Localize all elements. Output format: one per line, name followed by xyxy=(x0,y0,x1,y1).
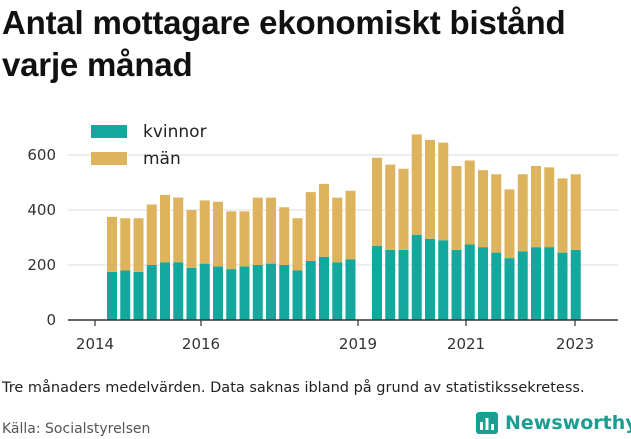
bar-kvinnor xyxy=(305,260,316,320)
bar-man xyxy=(133,218,144,272)
bar-man xyxy=(186,210,197,268)
bar-man xyxy=(464,160,475,245)
bar-man xyxy=(557,178,568,253)
legend-label: kvinnor xyxy=(143,122,207,142)
bar-kvinnor xyxy=(292,270,303,320)
bar-man xyxy=(160,194,170,263)
bar-man xyxy=(266,197,276,264)
bar-kvinnor xyxy=(332,262,343,320)
bar-man xyxy=(491,174,502,253)
bar-man xyxy=(252,197,263,265)
bar-kvinnor xyxy=(186,267,197,320)
bar-kvinnor xyxy=(398,249,409,320)
bar-kvinnor xyxy=(570,249,581,320)
bar-man xyxy=(570,174,581,250)
bar-kvinnor xyxy=(557,252,568,320)
bar-man xyxy=(438,142,449,241)
bar-kvinnor xyxy=(451,249,462,320)
bar-kvinnor xyxy=(372,245,382,320)
bar-man xyxy=(239,211,250,267)
bar-kvinnor xyxy=(173,262,184,320)
bar-kvinnor xyxy=(411,234,422,320)
bar-kvinnor xyxy=(120,270,131,320)
bar-man xyxy=(411,134,422,235)
bar-man xyxy=(319,183,329,257)
brand-name: Newsworthy xyxy=(505,412,631,434)
bar-man xyxy=(146,204,157,265)
x-tick-label: 2023 xyxy=(556,335,594,353)
x-tick-label: 2014 xyxy=(76,335,114,353)
x-axis: 2014 2016 2019 2021 2023 xyxy=(68,319,618,353)
bar-man xyxy=(385,164,396,250)
bar-man xyxy=(292,218,303,271)
bar-kvinnor xyxy=(385,249,396,320)
chart-note: Tre månaders medelvärden. Data saknas ib… xyxy=(2,380,585,396)
bar-kvinnor xyxy=(279,265,290,320)
y-tick-label: 600 xyxy=(27,146,56,164)
newsworthy-logo-icon xyxy=(476,412,498,434)
source-credit: Källa: Socialstyrelsen xyxy=(2,421,151,437)
bar-man xyxy=(173,197,184,263)
bar-man xyxy=(478,170,488,248)
bar-kvinnor xyxy=(345,259,356,320)
bar-kvinnor xyxy=(266,263,276,320)
bar-man xyxy=(226,211,237,270)
bar-kvinnor xyxy=(438,240,449,320)
bar-man xyxy=(305,192,316,261)
bar-kvinnor xyxy=(544,247,555,320)
bar-kvinnor xyxy=(531,247,541,320)
y-tick-label: 200 xyxy=(27,256,56,274)
bar-man xyxy=(425,139,435,239)
bar-kvinnor xyxy=(199,263,210,320)
y-axis-ticks: 0 200 400 600 xyxy=(27,146,56,329)
legend: kvinnor män xyxy=(91,122,207,169)
bars xyxy=(107,134,581,320)
bar-kvinnor xyxy=(504,258,515,320)
bar-kvinnor xyxy=(478,247,488,320)
bar-kvinnor xyxy=(319,256,329,320)
bar-kvinnor xyxy=(213,266,223,320)
bar-man xyxy=(504,189,515,259)
x-tick-label: 2021 xyxy=(447,335,485,353)
legend-swatch xyxy=(91,125,127,138)
bar-kvinnor xyxy=(160,262,170,320)
bar-kvinnor xyxy=(146,265,157,320)
chart-title: Antal mottagare ekonomiskt bistånd varje… xyxy=(2,4,566,83)
bar-kvinnor xyxy=(107,271,117,320)
bar-man xyxy=(107,216,117,272)
x-tick-label: 2016 xyxy=(182,335,220,353)
bar-kvinnor xyxy=(252,265,263,320)
x-tick-label: 2019 xyxy=(339,335,377,353)
bar-kvinnor xyxy=(239,266,250,320)
legend-swatch xyxy=(91,152,127,165)
bar-man xyxy=(544,167,555,248)
bar-man xyxy=(213,201,223,267)
bar-kvinnor xyxy=(425,238,435,320)
bar-man xyxy=(332,197,343,263)
bar-kvinnor xyxy=(491,252,502,320)
bar-man xyxy=(372,157,382,246)
bar-man xyxy=(398,168,409,250)
newsworthy-logo[interactable]: Newsworthy xyxy=(475,409,631,437)
bar-kvinnor xyxy=(517,251,528,320)
bar-man xyxy=(120,218,131,271)
bar-kvinnor xyxy=(464,244,475,320)
bar-kvinnor xyxy=(226,269,237,320)
bar-man xyxy=(199,200,210,264)
bar-man xyxy=(345,190,356,260)
bar-man xyxy=(451,166,462,250)
bar-man xyxy=(531,166,541,248)
bar-man xyxy=(517,174,528,252)
bar-kvinnor xyxy=(133,271,144,320)
y-tick-label: 400 xyxy=(27,201,56,219)
legend-label: män xyxy=(143,149,181,169)
y-tick-label: 0 xyxy=(46,311,56,329)
bar-man xyxy=(279,207,290,265)
